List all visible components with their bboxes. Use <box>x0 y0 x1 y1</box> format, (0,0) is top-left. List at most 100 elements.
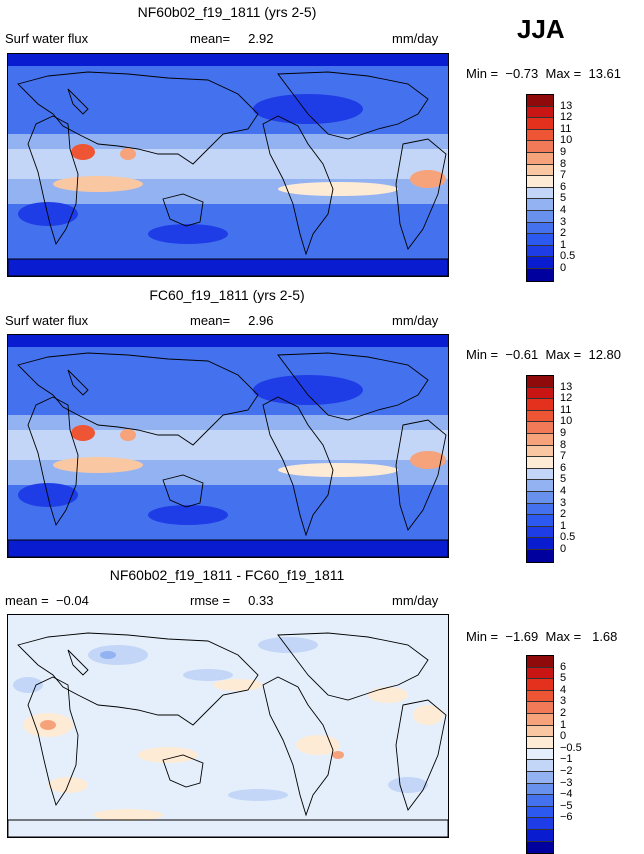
colorbar-tick-label: 10 <box>560 415 573 428</box>
colorbar-segment <box>527 457 553 469</box>
colorbar-tick-label: 0 <box>560 262 567 274</box>
control-map-canvas <box>8 54 448 276</box>
colorbar-tick-label: 5 <box>560 672 567 685</box>
colorbar-tick-label: 0.5 <box>560 250 576 263</box>
colorbar-tick-label: 8 <box>560 157 567 170</box>
colorbar-segment <box>527 210 553 223</box>
colorbar-tick-label: −1 <box>560 753 573 766</box>
panel-3-title: NF60b02_f19_1811 - FC60_f19_1811 <box>109 567 345 583</box>
control-map <box>7 53 449 277</box>
panel-1-minmax: Min = −0.73 Max = 13.61 <box>466 66 622 81</box>
panel-1-units: mm/day <box>392 31 439 46</box>
colorbar-segment <box>527 376 553 388</box>
colorbar-tick-label: 7 <box>560 450 567 463</box>
colorbar-segment <box>527 222 553 235</box>
colorbar-tick-label: 0 <box>560 730 567 743</box>
colorbar-segment <box>527 737 553 749</box>
colorbar-tick-label: 11 <box>560 122 572 135</box>
panel-3-rmse: rmse = 0.33 <box>190 593 274 608</box>
colorbar-segment <box>527 106 553 119</box>
colorbar-segment <box>527 515 553 527</box>
test-map <box>7 334 449 558</box>
panel-3-colorbar <box>526 655 554 854</box>
colorbar-segment <box>527 748 553 761</box>
colorbar-segment <box>527 829 553 842</box>
colorbar-segment <box>527 410 553 423</box>
colorbar-segment <box>527 387 553 400</box>
colorbar-tick-label: −3 <box>560 776 573 789</box>
colorbar-segment <box>527 129 553 142</box>
colorbar-segment <box>527 257 553 269</box>
colorbar-segment <box>527 538 553 550</box>
panel-1-mean: mean= 2.92 <box>190 31 274 46</box>
colorbar-segment <box>527 176 553 188</box>
colorbar-segment <box>527 667 553 680</box>
panel-2-units: mm/day <box>392 313 439 328</box>
colorbar-tick-label: 9 <box>560 146 567 158</box>
colorbar-segment <box>527 806 553 819</box>
colorbar-segment <box>527 713 553 726</box>
colorbar-segment <box>527 234 553 246</box>
test-map-canvas <box>8 335 448 557</box>
panel-1-field-label: Surf water flux <box>5 31 89 46</box>
colorbar-tick-label: 8 <box>560 438 567 451</box>
colorbar-segment <box>527 795 553 807</box>
difference-map <box>7 614 449 838</box>
colorbar-segment <box>527 187 553 200</box>
difference-map-canvas <box>8 615 448 837</box>
colorbar-segment <box>527 702 553 714</box>
panel-2-mean: mean= 2.96 <box>190 313 274 328</box>
panel-1-colorbar <box>526 94 554 282</box>
panel-3-mean: mean = −0.04 <box>5 593 89 608</box>
season-label: JJA <box>517 14 565 44</box>
colorbar-tick-label: 4 <box>560 683 567 696</box>
colorbar-segment <box>527 152 553 165</box>
colorbar-segment <box>527 422 553 434</box>
colorbar-tick-label: 4 <box>560 485 567 497</box>
colorbar-tick-label: 0.5 <box>560 531 576 544</box>
colorbar-tick-label: 6 <box>560 461 567 474</box>
colorbar-segment <box>527 118 553 130</box>
panel-2-title: FC60_f19_1811 (yrs 2-5) <box>149 287 305 303</box>
colorbar-segment <box>527 445 553 458</box>
colorbar-segment <box>527 818 553 830</box>
colorbar-tick-label: −6 <box>560 811 573 824</box>
colorbar-tick-label: 3 <box>560 695 567 708</box>
colorbar-tick-label: −2 <box>560 765 573 777</box>
colorbar-tick-label: 4 <box>560 204 567 216</box>
colorbar-tick-label: 5 <box>560 473 567 486</box>
panel-2-minmax: Min = −0.61 Max = 12.80 <box>466 347 622 362</box>
colorbar-segment <box>527 526 553 539</box>
colorbar-segment <box>527 549 553 562</box>
colorbar-segment <box>527 760 553 772</box>
colorbar-segment <box>527 503 553 516</box>
colorbar-segment <box>527 841 553 854</box>
colorbar-segment <box>527 679 553 691</box>
colorbar-tick-label: −4 <box>560 788 573 801</box>
colorbar-tick-label: 6 <box>560 660 567 673</box>
panel-1-title: NF60b02_f19_1811 (yrs 2-5) <box>137 4 317 20</box>
colorbar-tick-label: 0 <box>560 543 567 555</box>
colorbar-tick-label: 9 <box>560 427 567 439</box>
colorbar-segment <box>527 433 553 446</box>
colorbar-tick-label: 11 <box>560 403 572 416</box>
colorbar-tick-label: 1 <box>560 718 567 731</box>
colorbar-tick-label: 13 <box>560 380 573 393</box>
colorbar-segment <box>527 725 553 738</box>
colorbar-tick-label: 12 <box>560 392 573 405</box>
colorbar-tick-label: 2 <box>560 508 567 521</box>
colorbar-segment <box>527 95 553 107</box>
colorbar-segment <box>527 268 553 281</box>
colorbar-tick-label: 10 <box>560 134 573 147</box>
colorbar-tick-label: −5 <box>560 799 573 812</box>
colorbar-tick-label: 3 <box>560 496 567 509</box>
panel-3-units: mm/day <box>392 593 439 608</box>
colorbar-segment <box>527 245 553 258</box>
panel-2-colorbar <box>526 375 554 563</box>
colorbar-tick-label: 6 <box>560 180 567 193</box>
colorbar-tick-label: 1 <box>560 519 567 532</box>
colorbar-tick-label: −0.5 <box>560 741 582 754</box>
colorbar-tick-label: 5 <box>560 192 567 205</box>
colorbar-segment <box>527 399 553 411</box>
colorbar-segment <box>527 141 553 153</box>
